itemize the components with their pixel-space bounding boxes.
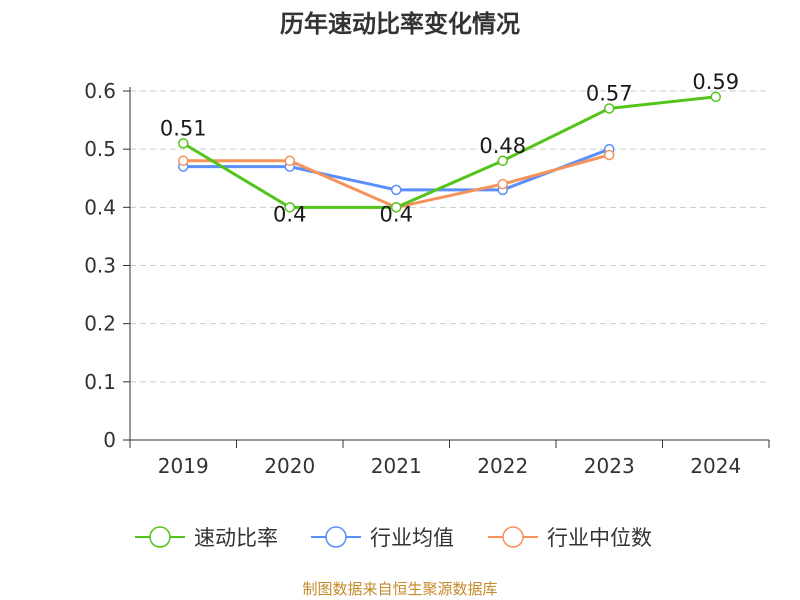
data-point [391, 184, 402, 196]
data-point [497, 178, 508, 190]
data-point [604, 103, 615, 114]
data-label: 0.51 [160, 116, 207, 140]
legend-marker [502, 526, 524, 548]
legend-marker [149, 526, 171, 548]
y-tick-label: 0.5 [84, 137, 116, 161]
source-note: 制图数据来自恒生聚源数据库 [302, 580, 497, 598]
data-label: 0.48 [479, 134, 526, 158]
x-tick-label: 2020 [264, 454, 315, 478]
chart-title: 历年速动比率变化情况 [280, 10, 520, 38]
y-tick-label: 0 [103, 428, 116, 452]
data-point [284, 155, 295, 167]
data-point [497, 155, 508, 167]
x-tick-label: 2024 [690, 454, 741, 478]
data-point [178, 155, 189, 167]
legend-label: 行业均值 [370, 526, 454, 550]
x-tick-label: 2022 [477, 454, 528, 478]
data-label: 0.4 [273, 202, 306, 226]
series-layer [178, 91, 721, 213]
legend-marker [325, 526, 347, 548]
series-line [182, 95, 716, 209]
x-tick-label: 2021 [371, 454, 422, 478]
data-point [284, 202, 295, 213]
data-point [178, 138, 189, 149]
y-tick-label: 0.3 [84, 254, 116, 278]
data-label: 0.59 [692, 70, 739, 94]
data-label: 0.57 [586, 81, 633, 105]
x-tick-label: 2023 [584, 454, 635, 478]
data-label: 0.4 [380, 202, 413, 226]
legend: 速动比率 行业均值 行业中位数 [135, 526, 652, 550]
data-labels: 0.51 0.4 0.4 0.48 0.57 0.59 [160, 70, 739, 227]
y-tick-label: 0.4 [84, 195, 116, 219]
legend-label: 速动比率 [194, 526, 278, 550]
data-point [391, 202, 402, 213]
series-line [183, 147, 610, 192]
legend-label: 行业中位数 [547, 526, 652, 550]
axes: 0 0.1 0.2 0.3 0.4 0.5 0.6 2019 2020 2021 2022 2023 2… [84, 79, 770, 478]
y-tick-label: 0.1 [84, 370, 116, 394]
data-point [604, 149, 615, 161]
grid-lines [130, 90, 769, 383]
data-point [710, 91, 721, 103]
y-tick-label: 0.6 [84, 79, 116, 103]
x-tick-label: 2019 [158, 454, 209, 478]
y-tick-label: 0.2 [84, 312, 116, 336]
